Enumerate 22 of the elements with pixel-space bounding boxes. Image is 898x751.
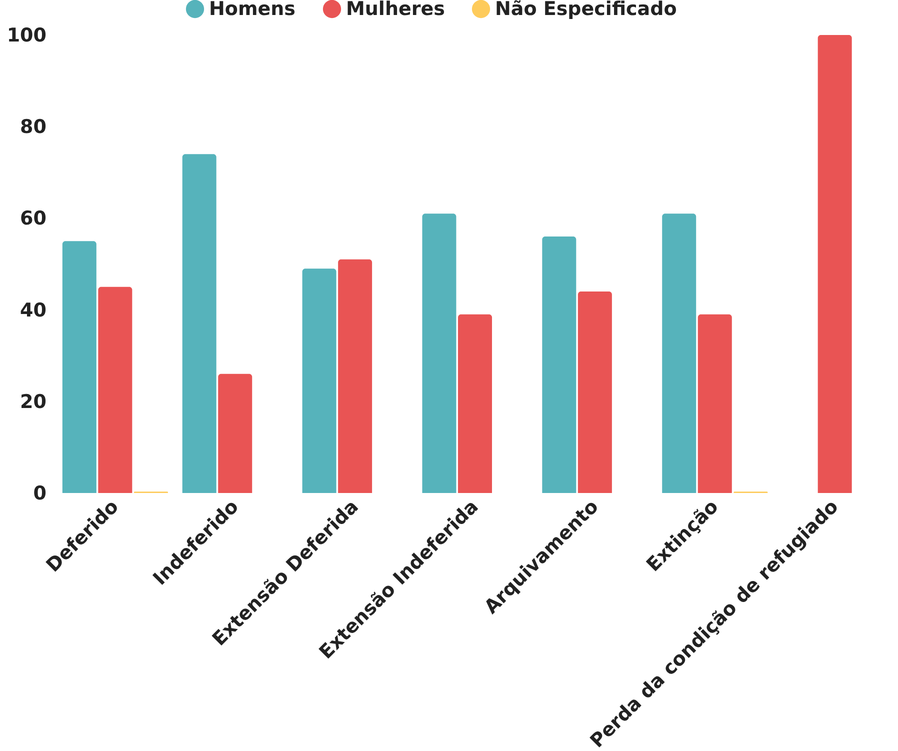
- bar: [218, 374, 252, 493]
- y-tick-label: 80: [20, 116, 46, 138]
- bar: [98, 286, 132, 493]
- bar: [818, 35, 852, 493]
- bar: [458, 314, 492, 493]
- bar: [422, 214, 456, 493]
- bar: [542, 236, 576, 493]
- bar: [302, 268, 336, 493]
- legend-label: Mulheres: [346, 0, 445, 20]
- bar: [62, 241, 96, 493]
- bar: [578, 291, 612, 493]
- legend-label: Não Especificado: [495, 0, 677, 20]
- y-tick-label: 100: [6, 24, 46, 46]
- legend-label: Homens: [209, 0, 296, 20]
- bar: [698, 314, 732, 493]
- bar: [182, 154, 216, 493]
- bar: [338, 259, 372, 493]
- y-tick-label: 40: [20, 299, 46, 322]
- y-tick-label: 60: [20, 208, 46, 230]
- y-tick-label: 0: [33, 482, 46, 504]
- bar: [662, 214, 696, 493]
- y-tick-label: 20: [20, 390, 46, 413]
